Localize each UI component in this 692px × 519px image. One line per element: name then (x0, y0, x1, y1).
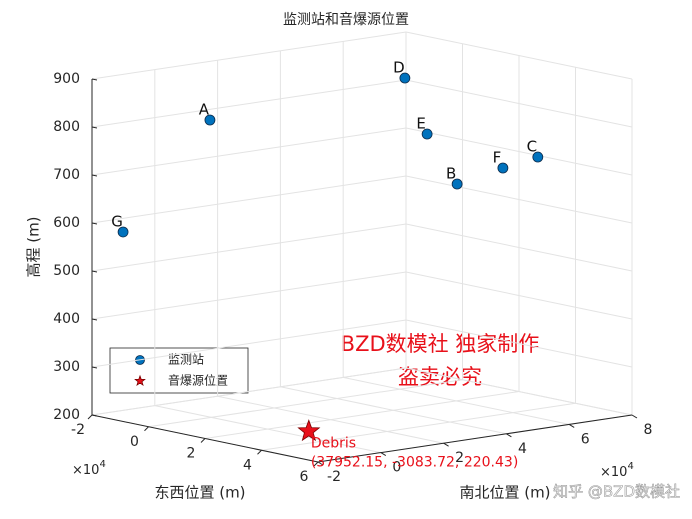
watermark-line: BZD数模社 独家制作 (341, 332, 540, 356)
x-tick (144, 426, 149, 432)
grid-line (154, 405, 381, 454)
legend-label: 监测站 (168, 353, 204, 367)
point (532, 151, 544, 163)
z-tick-label: 300 (53, 359, 80, 375)
x-tick (87, 414, 93, 420)
x-tick (257, 449, 262, 455)
z-tick (91, 366, 98, 369)
y-multiplier-power: 4 (627, 461, 633, 472)
y-tick-label: -2 (327, 469, 341, 485)
point (399, 72, 411, 84)
grid-line (91, 223, 407, 272)
z-tick-label: 700 (53, 167, 80, 183)
y-tick (443, 442, 449, 447)
point (421, 128, 433, 140)
x-multiplier: ×104 (72, 459, 106, 478)
point-label: C (527, 138, 537, 156)
chart-title: 监测站和音爆源位置 (283, 11, 409, 28)
z-tick (91, 78, 98, 81)
y-tick-label: 4 (518, 441, 527, 457)
y-tick (568, 423, 575, 428)
x-tick-label: 0 (130, 434, 139, 450)
x-multiplier-base: ×10 (72, 463, 99, 478)
grid-line (405, 367, 633, 416)
x-tick-label: 4 (243, 457, 252, 473)
y-multiplier: ×104 (600, 461, 634, 480)
x-axis-label: 东西位置 (m) (154, 484, 245, 502)
point-label: G (111, 212, 123, 230)
x-tick (313, 461, 319, 467)
z-tick-label: 200 (53, 407, 80, 423)
y-tick (380, 452, 387, 457)
y-tick (506, 433, 512, 438)
grid-line (91, 127, 407, 176)
grid-line (261, 402, 576, 451)
x-tick-label: -2 (71, 422, 85, 438)
grid-line (91, 175, 407, 224)
y-axis-label: 南北位置 (m) (459, 484, 550, 502)
star-marker (134, 374, 146, 387)
grid-line (91, 319, 407, 368)
point-label: E (416, 115, 425, 133)
z-tick (91, 222, 98, 225)
point-label: F (493, 149, 502, 167)
grid-line (343, 376, 570, 425)
point-label: A (199, 101, 210, 119)
y-tick-label: 2 (455, 450, 464, 466)
grid-line (91, 271, 407, 320)
y-tick (317, 461, 324, 466)
point (497, 162, 509, 174)
grid-line (204, 391, 520, 439)
star-marker (297, 419, 321, 442)
grid-line (91, 79, 407, 128)
point (117, 226, 129, 238)
value-label: (37952.15, -3083.72, 220.43) (311, 454, 518, 470)
z-tick (91, 414, 98, 417)
y-tick-label: 8 (644, 422, 653, 438)
point (204, 114, 216, 126)
legend-label: 音爆源位置 (168, 373, 228, 388)
grid-line (217, 395, 444, 444)
point (451, 178, 463, 190)
z-tick (91, 270, 98, 273)
y-multiplier-base: ×10 (600, 465, 627, 480)
z-tick (91, 174, 98, 177)
y-tick-label: 6 (581, 431, 590, 447)
z-tick (91, 126, 98, 129)
credit-watermark: 知乎 @BZD数模社 (553, 483, 680, 501)
x-multiplier-power: 4 (99, 459, 105, 470)
x-tick-label: 2 (187, 446, 196, 462)
x-tick (200, 438, 206, 443)
z-axis-label: 高程 (m) (25, 216, 43, 277)
y-tick-label: 0 (392, 460, 401, 476)
z-tick-label: 800 (53, 119, 80, 135)
z-tick-label: 400 (53, 311, 80, 327)
z-tick-label: 500 (53, 263, 80, 279)
grid-line (91, 31, 407, 80)
y-axis-line (317, 414, 633, 463)
z-tick-label: 600 (53, 215, 80, 231)
point-label: D (393, 59, 405, 77)
z-tick (91, 318, 98, 321)
grid-line (91, 367, 407, 416)
legend-box (109, 347, 249, 394)
x-tick-label: 6 (300, 469, 309, 485)
z-tick-label: 900 (53, 71, 80, 87)
grid-line (280, 386, 507, 435)
point-label: Debris (311, 435, 356, 451)
point-label: B (446, 165, 456, 183)
y-tick (631, 414, 638, 419)
grid-line (148, 379, 463, 428)
